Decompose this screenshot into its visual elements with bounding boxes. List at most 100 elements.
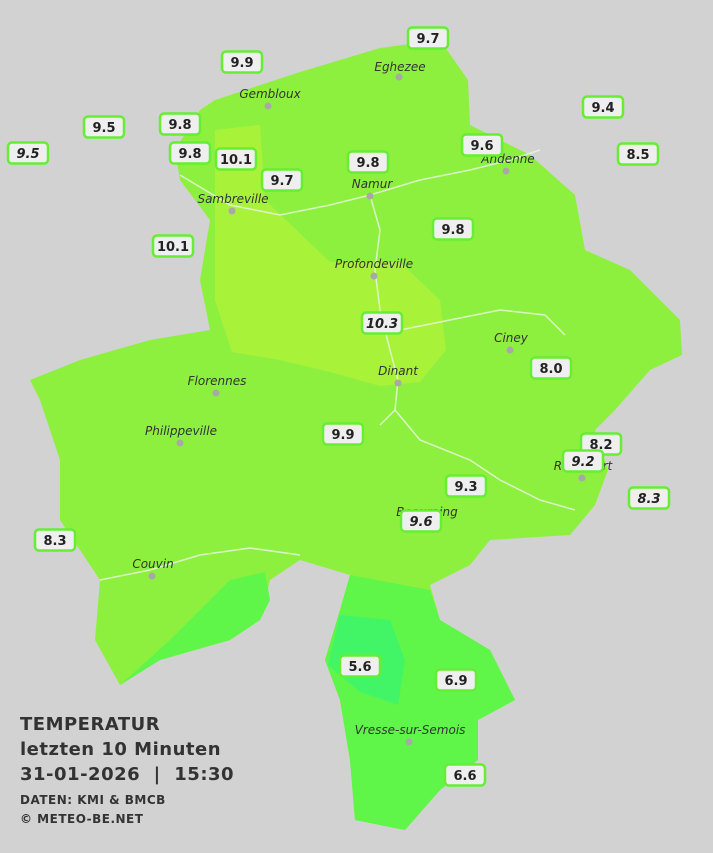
station-box [581, 95, 625, 119]
source: DATEN: KMI & BMCB [20, 793, 166, 807]
station-box [406, 26, 450, 50]
station: 9.9 [220, 50, 264, 74]
station: 6.9 [434, 668, 478, 692]
station: 9.2 [561, 449, 605, 473]
station-box [338, 654, 382, 678]
city-label: Sambreville [197, 192, 268, 206]
station-box [627, 486, 671, 510]
city-label: Namur [352, 177, 394, 191]
city-dot [578, 474, 586, 482]
station-box [616, 142, 660, 166]
station-value: 9.4 [591, 101, 614, 116]
station-value: 9.8 [178, 147, 201, 162]
station: 5.6 [338, 654, 382, 678]
city-label: Gembloux [239, 87, 301, 101]
station-value: 9.2 [571, 455, 594, 470]
city-label: Florennes [188, 374, 247, 388]
station: 9.9 [321, 422, 365, 446]
station-box [529, 356, 573, 380]
city-label: Couvin [132, 557, 173, 571]
station: 9.6 [399, 509, 443, 533]
station-box [399, 509, 443, 533]
station: 8.3 [627, 486, 671, 510]
station-box [168, 141, 212, 165]
station-value: 9.7 [416, 32, 439, 47]
station: 9.5 [82, 115, 126, 139]
station-value: 9.9 [331, 428, 354, 443]
city-dot [405, 738, 413, 746]
station-box [158, 112, 202, 136]
city-label: Profondeville [335, 257, 413, 271]
title: TEMPERATUR [20, 714, 160, 735]
station: 8.5 [616, 142, 660, 166]
city-dot [395, 73, 403, 81]
station: 9.8 [168, 141, 212, 165]
station: 9.4 [581, 95, 625, 119]
city-dot [502, 167, 510, 175]
city-dot [176, 439, 184, 447]
station-value: 9.7 [270, 174, 293, 189]
station-box [443, 763, 487, 787]
copyright: © METEO-BE.NET [20, 812, 144, 826]
station-box [214, 147, 258, 171]
station-value: 6.9 [444, 674, 467, 689]
cities: EghezeeGemblouxAndenneNamurSambrevillePr… [132, 60, 614, 746]
city-dot [506, 346, 514, 354]
station: 8.0 [529, 356, 573, 380]
city-label: Vresse-sur-Semois [355, 723, 466, 737]
station: 9.8 [158, 112, 202, 136]
station-value: 9.5 [92, 121, 115, 136]
station-box [431, 217, 475, 241]
station-box [6, 141, 50, 165]
station-value: 10.3 [366, 317, 398, 332]
city-dot [370, 272, 378, 280]
station: 9.5 [6, 141, 50, 165]
station-value: 10.1 [220, 153, 252, 168]
station-box [151, 234, 195, 258]
city-dot [212, 389, 220, 397]
station-value: 8.3 [637, 492, 660, 507]
station-value: 9.3 [454, 480, 477, 495]
river [399, 309, 566, 336]
station: 9.8 [346, 150, 390, 174]
station-value: 6.6 [453, 769, 476, 784]
station-value: 9.9 [230, 56, 253, 71]
station-box [33, 528, 77, 552]
city-dot [228, 207, 236, 215]
river [99, 547, 301, 581]
station: 10.1 [151, 234, 195, 258]
station-box [321, 422, 365, 446]
city-label: Philippeville [145, 424, 217, 438]
station-value: 9.8 [441, 223, 464, 238]
station: 10.3 [360, 311, 404, 335]
station-box [460, 133, 504, 157]
city-label: Ciney [494, 331, 529, 345]
city-dot [366, 192, 374, 200]
station: 9.3 [444, 474, 488, 498]
station: 8.3 [33, 528, 77, 552]
station-box [82, 115, 126, 139]
station-value: 9.5 [16, 147, 39, 162]
city-dot [264, 102, 272, 110]
city-dot [148, 572, 156, 580]
city-label: Dinant [378, 364, 419, 378]
city-label: Eghezee [374, 60, 425, 74]
station-value: 8.5 [626, 148, 649, 163]
station-box [360, 311, 404, 335]
station-box [346, 150, 390, 174]
station-box [220, 50, 264, 74]
city-dot [394, 379, 402, 387]
station: 9.8 [431, 217, 475, 241]
station-value: 8.0 [539, 362, 562, 377]
station-box [444, 474, 488, 498]
station-box [561, 449, 605, 473]
station-box [434, 668, 478, 692]
stations: 9.7 9.9 9.4 9.5 9.5 9.8 9.8 10.1 9.6 8.5 9.8 9.7 9.8… [6, 26, 671, 787]
river [394, 409, 576, 511]
station: 10.1 [214, 147, 258, 171]
cool-zone [120, 572, 270, 685]
station-value: 8.3 [43, 534, 66, 549]
station-value: 10.1 [157, 240, 189, 255]
